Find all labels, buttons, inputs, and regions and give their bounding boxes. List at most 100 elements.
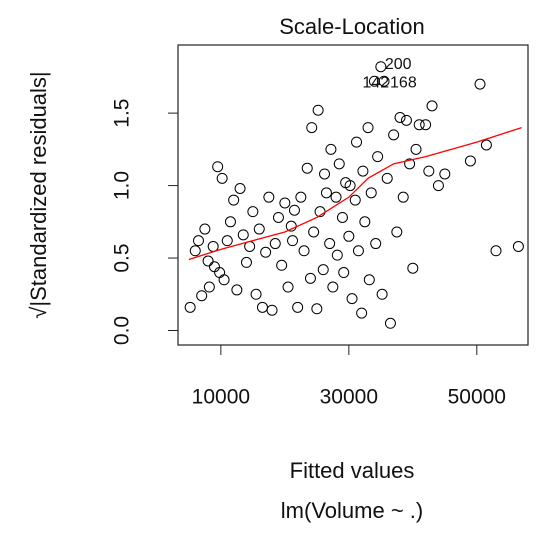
point <box>394 111 406 123</box>
point <box>490 245 502 257</box>
point <box>407 262 419 274</box>
point <box>319 168 331 180</box>
point <box>474 78 486 90</box>
point <box>282 281 294 293</box>
point <box>352 245 364 257</box>
point-label: 142 <box>362 74 389 91</box>
chart-title: Scale-Location <box>279 14 425 39</box>
point <box>391 226 403 238</box>
point <box>381 172 393 184</box>
point <box>295 191 307 203</box>
point <box>376 288 388 300</box>
point <box>260 246 272 258</box>
point <box>331 249 343 261</box>
point <box>184 301 196 313</box>
point <box>343 230 355 242</box>
point <box>333 158 345 170</box>
point <box>388 129 400 141</box>
point <box>439 168 451 180</box>
point <box>378 75 390 87</box>
point <box>208 261 220 273</box>
point <box>351 136 363 148</box>
x-tick-label: 50000 <box>448 386 506 409</box>
point <box>207 240 219 252</box>
plot-frame <box>177 44 529 346</box>
point <box>247 206 259 218</box>
point <box>317 264 329 276</box>
point <box>370 238 382 250</box>
subtitle: lm(Volume ~ .) <box>281 498 423 523</box>
y-tick-label: 1.5 <box>111 99 134 128</box>
point <box>231 284 243 296</box>
y-tick-label: 0.0 <box>111 316 134 345</box>
point <box>218 274 230 286</box>
point <box>221 235 233 247</box>
point <box>203 281 215 293</box>
point <box>308 226 320 238</box>
point <box>420 119 432 131</box>
point <box>292 301 304 313</box>
point-label: 168 <box>390 74 417 91</box>
point <box>272 211 284 223</box>
point <box>263 191 275 203</box>
point <box>413 119 425 131</box>
point <box>287 235 299 247</box>
point <box>237 229 249 241</box>
point <box>325 143 337 155</box>
point <box>269 238 281 250</box>
point <box>304 272 316 284</box>
point <box>426 100 438 112</box>
point <box>196 290 208 302</box>
y-axis-label: √|Standardized residuals| <box>26 71 51 318</box>
point <box>338 267 350 279</box>
point <box>372 151 384 163</box>
x-axis-label: Fitted values <box>290 458 415 483</box>
point <box>464 155 476 167</box>
point <box>384 317 396 329</box>
point <box>212 161 224 173</box>
point <box>312 104 324 116</box>
point <box>362 122 374 134</box>
point <box>214 267 226 279</box>
point <box>327 281 339 293</box>
point <box>279 197 291 209</box>
point <box>189 245 201 257</box>
point <box>359 216 371 228</box>
smooth-line <box>188 126 522 261</box>
point <box>357 165 369 177</box>
point <box>330 191 342 203</box>
y-tick-label: 0.5 <box>111 243 134 272</box>
point <box>356 307 368 319</box>
point <box>432 180 444 192</box>
point <box>365 187 377 199</box>
point <box>512 240 524 252</box>
point <box>480 139 492 151</box>
point <box>234 182 246 194</box>
point <box>199 223 211 235</box>
point <box>288 204 300 216</box>
point <box>320 187 332 199</box>
point <box>202 255 214 267</box>
point <box>192 235 204 247</box>
point <box>276 259 288 271</box>
point <box>397 191 409 203</box>
y-tick-label: 1.0 <box>111 171 134 200</box>
x-tick-label: 10000 <box>192 386 250 409</box>
point <box>250 288 262 300</box>
point-label: 200 <box>385 56 412 73</box>
point <box>410 143 422 155</box>
point <box>349 194 361 206</box>
point <box>256 301 268 313</box>
point <box>336 211 348 223</box>
point <box>298 245 310 257</box>
point <box>311 303 323 315</box>
point <box>344 180 356 192</box>
point <box>363 274 375 286</box>
point <box>324 238 336 250</box>
point <box>228 194 240 206</box>
point <box>423 165 435 177</box>
point <box>346 293 358 305</box>
point <box>375 61 387 73</box>
x-tick-label: 30000 <box>320 386 378 409</box>
